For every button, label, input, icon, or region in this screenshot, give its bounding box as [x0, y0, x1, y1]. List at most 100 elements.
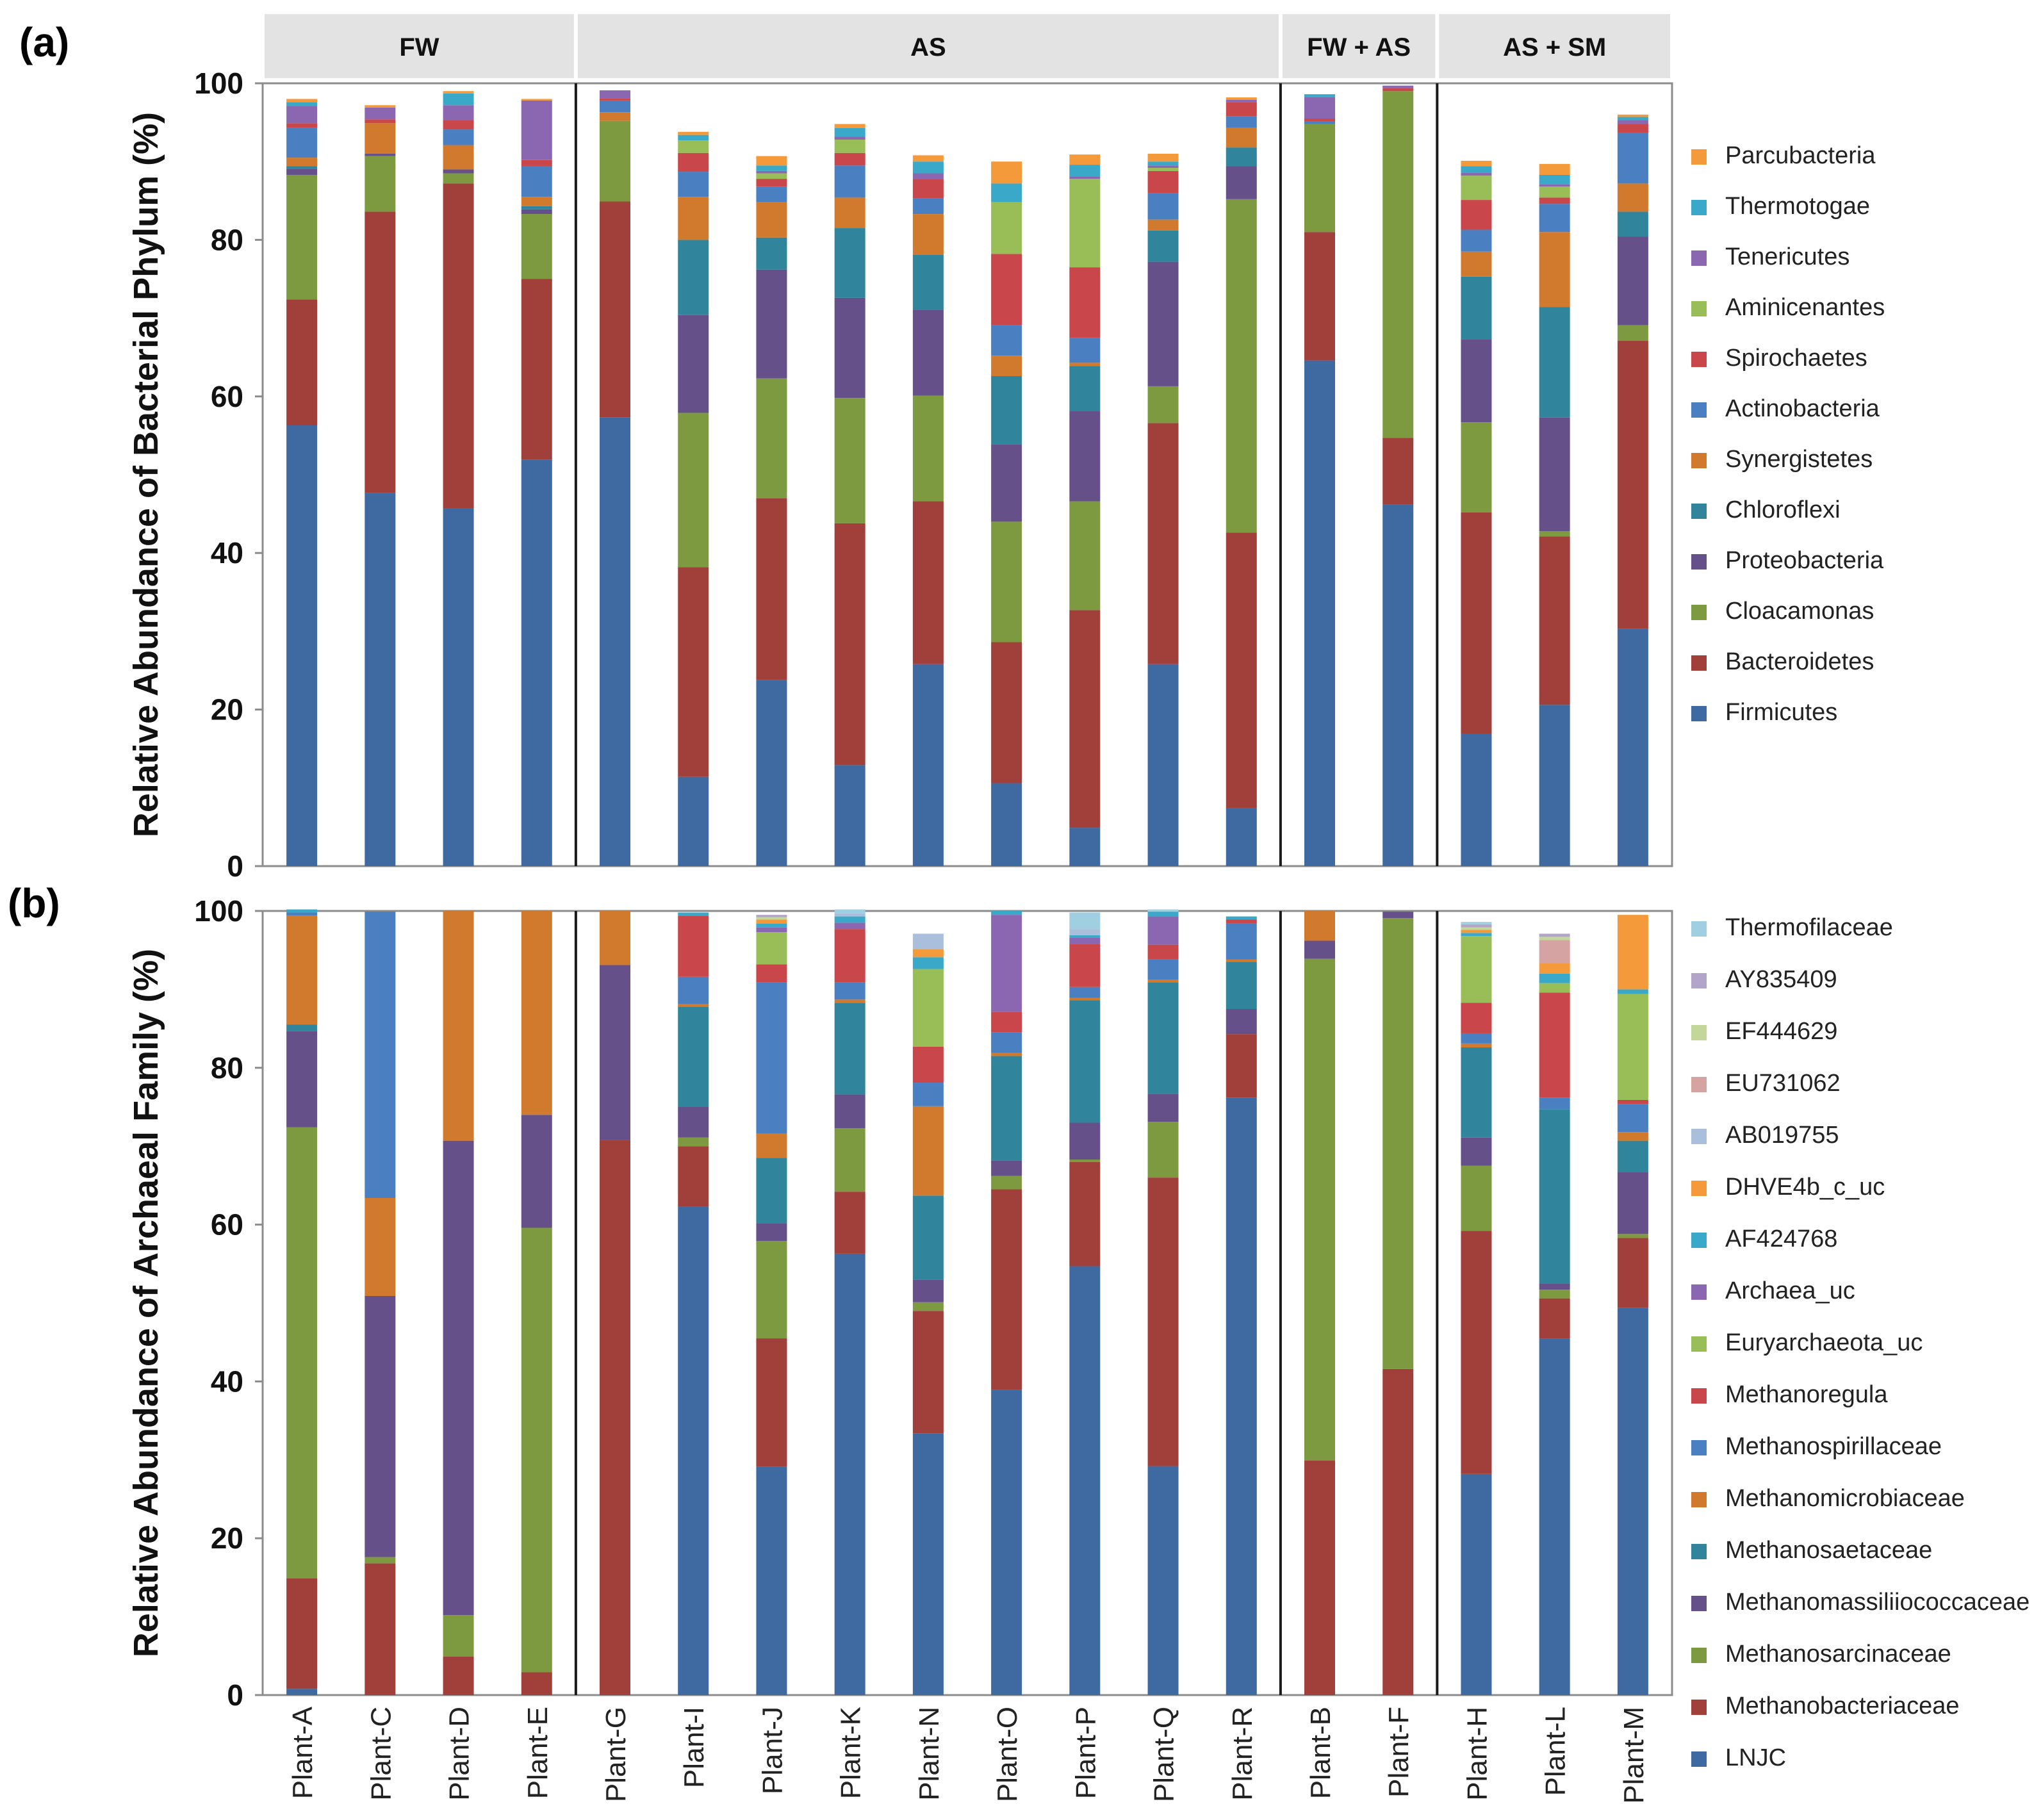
bar-segment-spirochaetes	[286, 123, 318, 128]
x-tick-label: Plant-D	[444, 1707, 475, 1801]
bar-segment-af424768	[286, 909, 318, 913]
bar-segment-thermotogae	[834, 127, 865, 137]
bar-segment-proteobacteria	[1617, 236, 1648, 325]
bar-segment-bacteroidetes	[600, 201, 630, 418]
x-tick-label: Plant-E	[522, 1707, 554, 1799]
legend-label: Actinobacteria	[1725, 395, 1880, 422]
bar-segment-tenericutes	[443, 105, 474, 120]
y-axis-title-a: Relative Abundance of Bacterial Phylum (…	[127, 112, 165, 837]
bar-segment-firmicutes	[1304, 360, 1335, 866]
bar-segment-cloacamonas	[756, 378, 787, 498]
x-tick-label: Plant-J	[757, 1707, 788, 1794]
bar-segment-synergistetes	[1539, 232, 1570, 307]
bar-segment-methanoregula	[678, 915, 709, 977]
bar-segment-methanobacteriaceae	[1304, 1461, 1335, 1695]
bar-segment-cloacamonas	[912, 395, 944, 502]
bar-segment-tenericutes	[521, 100, 552, 160]
bar-segment-chloroflexi	[678, 240, 709, 315]
bar-segment-methanobacteriaceae	[1147, 1177, 1179, 1466]
bar-segment-thermotogae	[1539, 174, 1570, 184]
legend-swatch	[1691, 973, 1707, 988]
bar-segment-methanomicrobiaceae	[991, 1053, 1022, 1056]
bar-segment-af424768	[1069, 935, 1101, 938]
bar-segment-thermotogae	[1461, 166, 1492, 173]
bar-segment-archaea-uc	[991, 915, 1022, 1012]
bar-segment-firmicutes	[678, 776, 709, 866]
bar-segment-tenericutes	[1147, 165, 1179, 168]
legend-swatch	[1691, 921, 1707, 937]
x-tick-label: Plant-Q	[1149, 1707, 1180, 1802]
legend-swatch	[1691, 1233, 1707, 1248]
bar-segment-methanomassiliiococcaceae	[286, 1031, 318, 1127]
bar-segment-tenericutes	[834, 136, 865, 140]
legend-label: AF424768	[1725, 1226, 1837, 1252]
bar-segment-lnjc	[991, 1390, 1022, 1695]
legend-label: Spirochaetes	[1725, 345, 1867, 372]
legend-label: Methanoregula	[1725, 1381, 1888, 1408]
legend-label: Synergistetes	[1725, 446, 1873, 473]
bar-segment-aminicenantes	[1069, 179, 1101, 268]
bar-segment-proteobacteria	[678, 315, 709, 413]
bar-segment-thermotogae	[286, 102, 318, 106]
legend-label: Tenericutes	[1725, 243, 1849, 270]
bar-segment-bacteroidetes	[1069, 610, 1101, 828]
bar-segment-thermotogae	[991, 183, 1022, 202]
legend-label: Thermofilaceae	[1725, 914, 1893, 941]
bar-segment-methanosarcinaceae	[1382, 918, 1414, 1369]
bar-segment-thermotogae	[678, 135, 709, 141]
bar-segment-spirochaetes	[1382, 88, 1414, 92]
bar-segment-methanomassiliiococcaceae	[1147, 1094, 1179, 1122]
bar-segment-actinobacteria	[443, 129, 474, 145]
bar-segment-spirochaetes	[1539, 197, 1570, 204]
bar-segment-chloroflexi	[1226, 147, 1257, 167]
bar-segment-aminicenantes	[756, 173, 787, 179]
bar-segment-actinobacteria	[678, 172, 709, 197]
legend-swatch	[1691, 453, 1707, 468]
legend-label: Aminicenantes	[1725, 294, 1885, 321]
bar-segment-methanobacteriaceae	[834, 1192, 865, 1254]
group-header-as-sm	[1439, 14, 1670, 78]
bar-segment-af424768	[1147, 912, 1179, 917]
y-tick-label: 20	[211, 1521, 243, 1555]
bar-segment-chloroflexi	[286, 166, 318, 169]
bar-segment-methanomassiliiococcaceae	[1069, 1122, 1101, 1160]
bar-segment-aminicenantes	[1461, 176, 1492, 201]
legend-label: Thermotogae	[1725, 193, 1870, 220]
bar-segment-lnjc	[1461, 1473, 1492, 1695]
legend-label: Firmicutes	[1725, 699, 1837, 726]
bar-segment-chloroflexi	[1539, 307, 1570, 418]
bar-segment-eu731062	[1539, 940, 1570, 964]
bar-segment-cloacamonas	[365, 156, 396, 212]
bar-segment-firmicutes	[1382, 504, 1414, 866]
bar-segment-methanosarcinaceae	[1069, 1160, 1101, 1162]
legend-swatch	[1691, 655, 1707, 671]
bar-segment-methanomicrobiaceae	[678, 1004, 709, 1007]
x-tick-label: Plant-R	[1227, 1707, 1258, 1801]
bar-segment-actinobacteria	[1461, 229, 1492, 252]
bar-segment-aminicenantes	[1539, 186, 1570, 198]
bar-segment-proteobacteria	[991, 444, 1022, 522]
group-header-fw	[265, 14, 574, 78]
bar-segment-proteobacteria	[834, 297, 865, 398]
legend-swatch	[1691, 149, 1707, 165]
x-tick-label: Plant-G	[600, 1707, 632, 1802]
bar-segment-methanomicrobiaceae	[912, 1106, 944, 1196]
bar-segment-parcubacteria	[678, 131, 709, 135]
bar-segment-methanomicrobiaceae	[521, 911, 552, 1115]
bar-segment-tenericutes	[286, 106, 318, 124]
legend-label: EU731062	[1725, 1070, 1841, 1097]
legend-label: DHVE4b_c_uc	[1725, 1174, 1885, 1201]
x-tick-label: Plant-F	[1383, 1707, 1415, 1798]
bar-segment-methanomassiliiococcaceae	[834, 1094, 865, 1129]
bar-segment-bacteroidetes	[443, 183, 474, 509]
legend-b: Thermofilaceae AY835409 EF444629 EU731062 AB…	[1691, 914, 2030, 1771]
bar-segment-archaea-uc	[756, 927, 787, 933]
bar-segment-proteobacteria	[756, 269, 787, 379]
bar-segment-methanomicrobiaceae	[834, 999, 865, 1003]
legend-swatch	[1691, 504, 1707, 519]
legend-swatch	[1691, 301, 1707, 316]
x-tick-label: Plant-K	[835, 1707, 867, 1799]
bar-segment-spirochaetes	[1147, 170, 1179, 193]
x-tick-label: Plant-P	[1070, 1707, 1101, 1799]
bar-segment-parcubacteria	[1069, 154, 1101, 165]
